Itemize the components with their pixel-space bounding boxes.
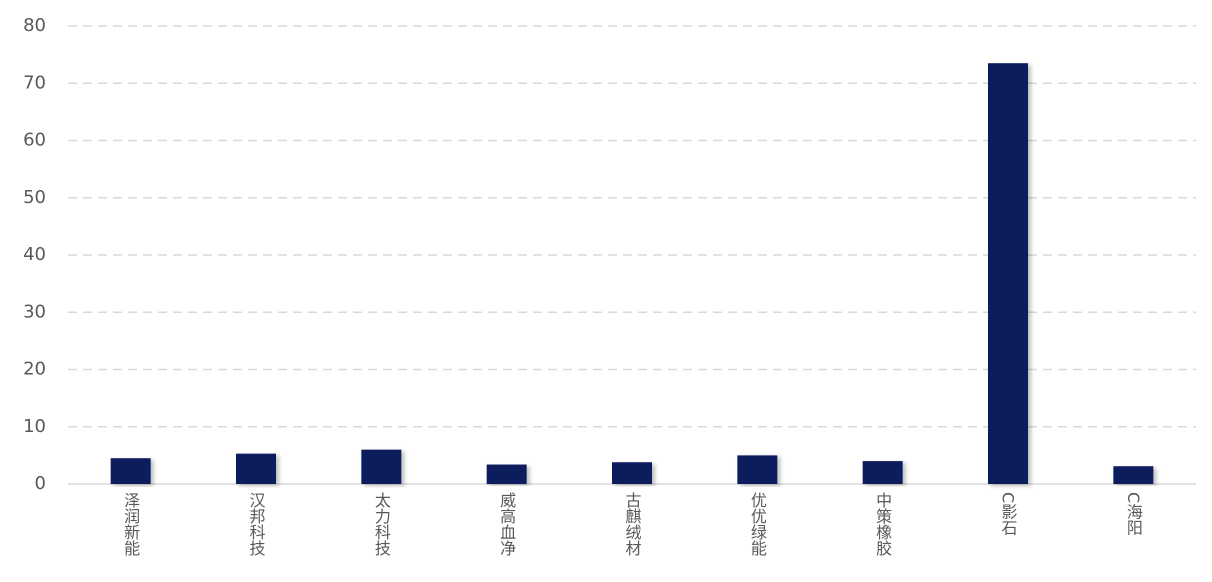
y-tick-label: 30	[23, 301, 46, 322]
y-tick-label: 40	[23, 244, 46, 265]
bar	[612, 462, 652, 484]
bar	[236, 453, 276, 484]
x-tick-label: 威高血净	[497, 492, 516, 557]
bar	[361, 449, 402, 484]
x-tick-label: 古麒绒材	[623, 492, 642, 556]
y-tick-label: 70	[23, 72, 46, 93]
x-tick-label: 泽润新能	[121, 492, 140, 557]
y-tick-label: 80	[23, 15, 46, 36]
bar	[486, 464, 527, 484]
x-tick-label: 太力科技	[372, 492, 391, 557]
y-tick-label: 20	[23, 359, 46, 380]
x-tick-label: 中策橡胶	[873, 492, 892, 557]
bar	[862, 461, 903, 484]
bar	[1113, 466, 1154, 484]
y-tick-label: 60	[23, 130, 46, 151]
y-tick-label: 0	[35, 473, 46, 494]
x-tick-label: 优优绿能	[748, 492, 767, 557]
y-tick-label: 50	[23, 187, 46, 208]
bar	[988, 63, 1028, 485]
bar	[737, 455, 778, 484]
bar	[110, 458, 151, 484]
y-tick-label: 10	[23, 416, 46, 437]
x-tick-label: 汉邦科技	[247, 492, 266, 557]
x-tick-label: C海阳	[1124, 492, 1143, 535]
x-tick-label: C影石	[999, 492, 1018, 535]
